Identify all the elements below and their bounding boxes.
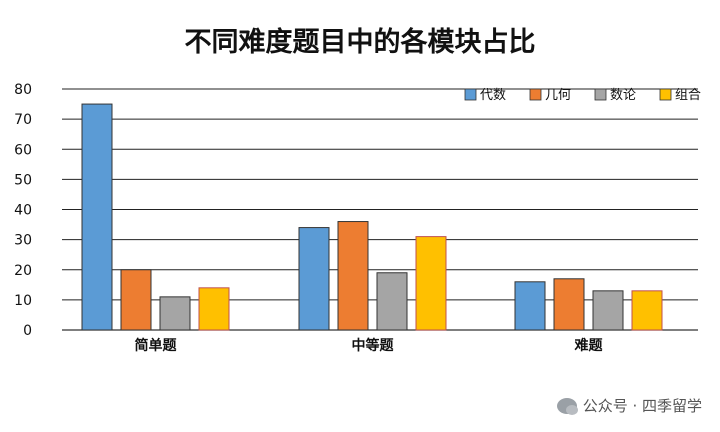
y-tick-label: 40 — [14, 203, 32, 219]
y-tick-label: 10 — [14, 293, 32, 309]
y-tick-label: 50 — [14, 172, 32, 188]
legend-swatch — [659, 88, 672, 101]
x-tick-label: 难题 — [574, 337, 604, 354]
bar — [415, 236, 447, 331]
legend-swatch — [594, 88, 607, 101]
chart-title: 不同难度题目中的各模块占比 — [184, 27, 536, 58]
bar — [81, 103, 113, 331]
legend-label: 组合 — [675, 88, 701, 103]
bar — [159, 296, 191, 331]
watermark-text: 公众号 · 四季留学 — [582, 397, 702, 415]
bar — [298, 227, 330, 331]
bar — [120, 269, 152, 331]
bar — [514, 281, 546, 331]
bar — [337, 221, 369, 331]
legend-swatch — [464, 88, 477, 101]
legend-label: 代数 — [480, 88, 506, 103]
y-tick-label: 60 — [14, 142, 32, 158]
y-tick-label: 70 — [14, 112, 32, 128]
x-tick-label: 简单题 — [135, 337, 178, 354]
y-tick-label: 20 — [14, 263, 32, 279]
bar — [553, 278, 585, 331]
bar — [592, 290, 624, 331]
bar — [376, 272, 408, 331]
legend-label: 数论 — [610, 88, 636, 103]
legend-label: 几何 — [545, 87, 571, 103]
y-tick-label: 0 — [23, 323, 32, 339]
x-tick-label: 中等题 — [352, 337, 395, 354]
wechat-icon — [556, 397, 578, 415]
y-tick-label: 30 — [14, 233, 32, 249]
bar — [631, 290, 663, 331]
legend-swatch — [529, 88, 542, 101]
watermark: 公众号 · 四季留学 — [556, 395, 702, 416]
bar — [198, 287, 230, 331]
y-tick-label: 80 — [14, 82, 32, 98]
